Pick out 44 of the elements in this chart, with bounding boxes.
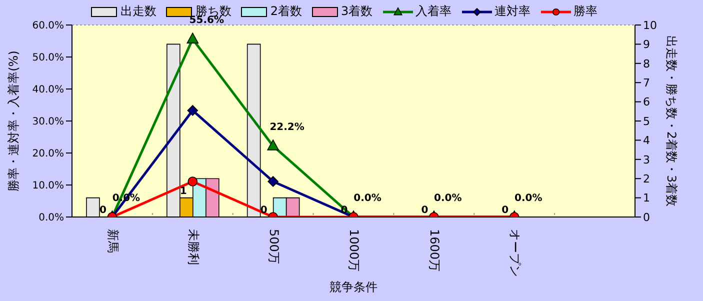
y-tick-label: 30.0% bbox=[32, 116, 64, 128]
x-tick-label: 1000万 bbox=[347, 229, 362, 272]
data-label: 0.0% bbox=[354, 193, 382, 204]
y2-tick-label: 9 bbox=[643, 38, 650, 52]
x-tick-label: 1600万 bbox=[428, 229, 442, 272]
legend-label: 連対率 bbox=[494, 3, 531, 20]
x-axis-title: 競争条件 bbox=[330, 280, 378, 294]
y2-tick-label: 5 bbox=[643, 114, 650, 128]
y2-tick-label: 8 bbox=[643, 57, 650, 70]
x-tick-label: 新馬 bbox=[106, 229, 120, 253]
y2-tick-label: 6 bbox=[643, 96, 650, 109]
legend-label: 勝率 bbox=[574, 3, 598, 20]
y2-tick-label: 0 bbox=[643, 210, 650, 224]
data-label: 55.6% bbox=[189, 15, 224, 26]
data-label: 0 bbox=[340, 204, 348, 216]
y2-tick-label: 1 bbox=[643, 192, 650, 205]
y2-tick-label: 10 bbox=[643, 18, 657, 32]
data-label: 0.0% bbox=[514, 193, 542, 204]
data-label: 1 bbox=[180, 186, 187, 197]
data-label: 0 bbox=[502, 204, 509, 216]
data-label: 0 bbox=[99, 204, 106, 216]
x-tick-label: 500万 bbox=[266, 229, 281, 264]
legend-label: 2着数 bbox=[270, 3, 302, 20]
data-label: 22.2% bbox=[270, 122, 304, 133]
y-tick-label: 0.0% bbox=[38, 212, 64, 224]
y2-tick-label: 3 bbox=[643, 153, 650, 166]
x-tick-label: オープン bbox=[508, 229, 522, 277]
data-label: 0 bbox=[421, 204, 428, 216]
point bbox=[187, 105, 198, 116]
y2-tick-label: 4 bbox=[643, 134, 650, 148]
y2-tick-label: 2 bbox=[643, 172, 650, 186]
y-tick-label: 60.0% bbox=[32, 20, 64, 32]
y2-axis-title: 出走数・勝ち数・2着数・3着数 bbox=[664, 35, 679, 207]
data-label: 0.0% bbox=[434, 193, 462, 204]
legend-label: 入着率 bbox=[416, 3, 452, 20]
x-tick-label: 未勝利 bbox=[186, 229, 200, 265]
y-axis-title: 勝率・連対率・入着率(%) bbox=[6, 50, 20, 192]
y-tick-label: 10.0% bbox=[32, 180, 64, 192]
y-tick-label: 50.0% bbox=[32, 52, 64, 64]
legend-label: 3着数 bbox=[341, 3, 373, 20]
y-tick-label: 20.0% bbox=[32, 148, 64, 160]
y-tick-label: 40.0% bbox=[32, 84, 64, 96]
y2-tick-label: 7 bbox=[643, 76, 650, 90]
legend-label: 出走数 bbox=[120, 3, 156, 20]
